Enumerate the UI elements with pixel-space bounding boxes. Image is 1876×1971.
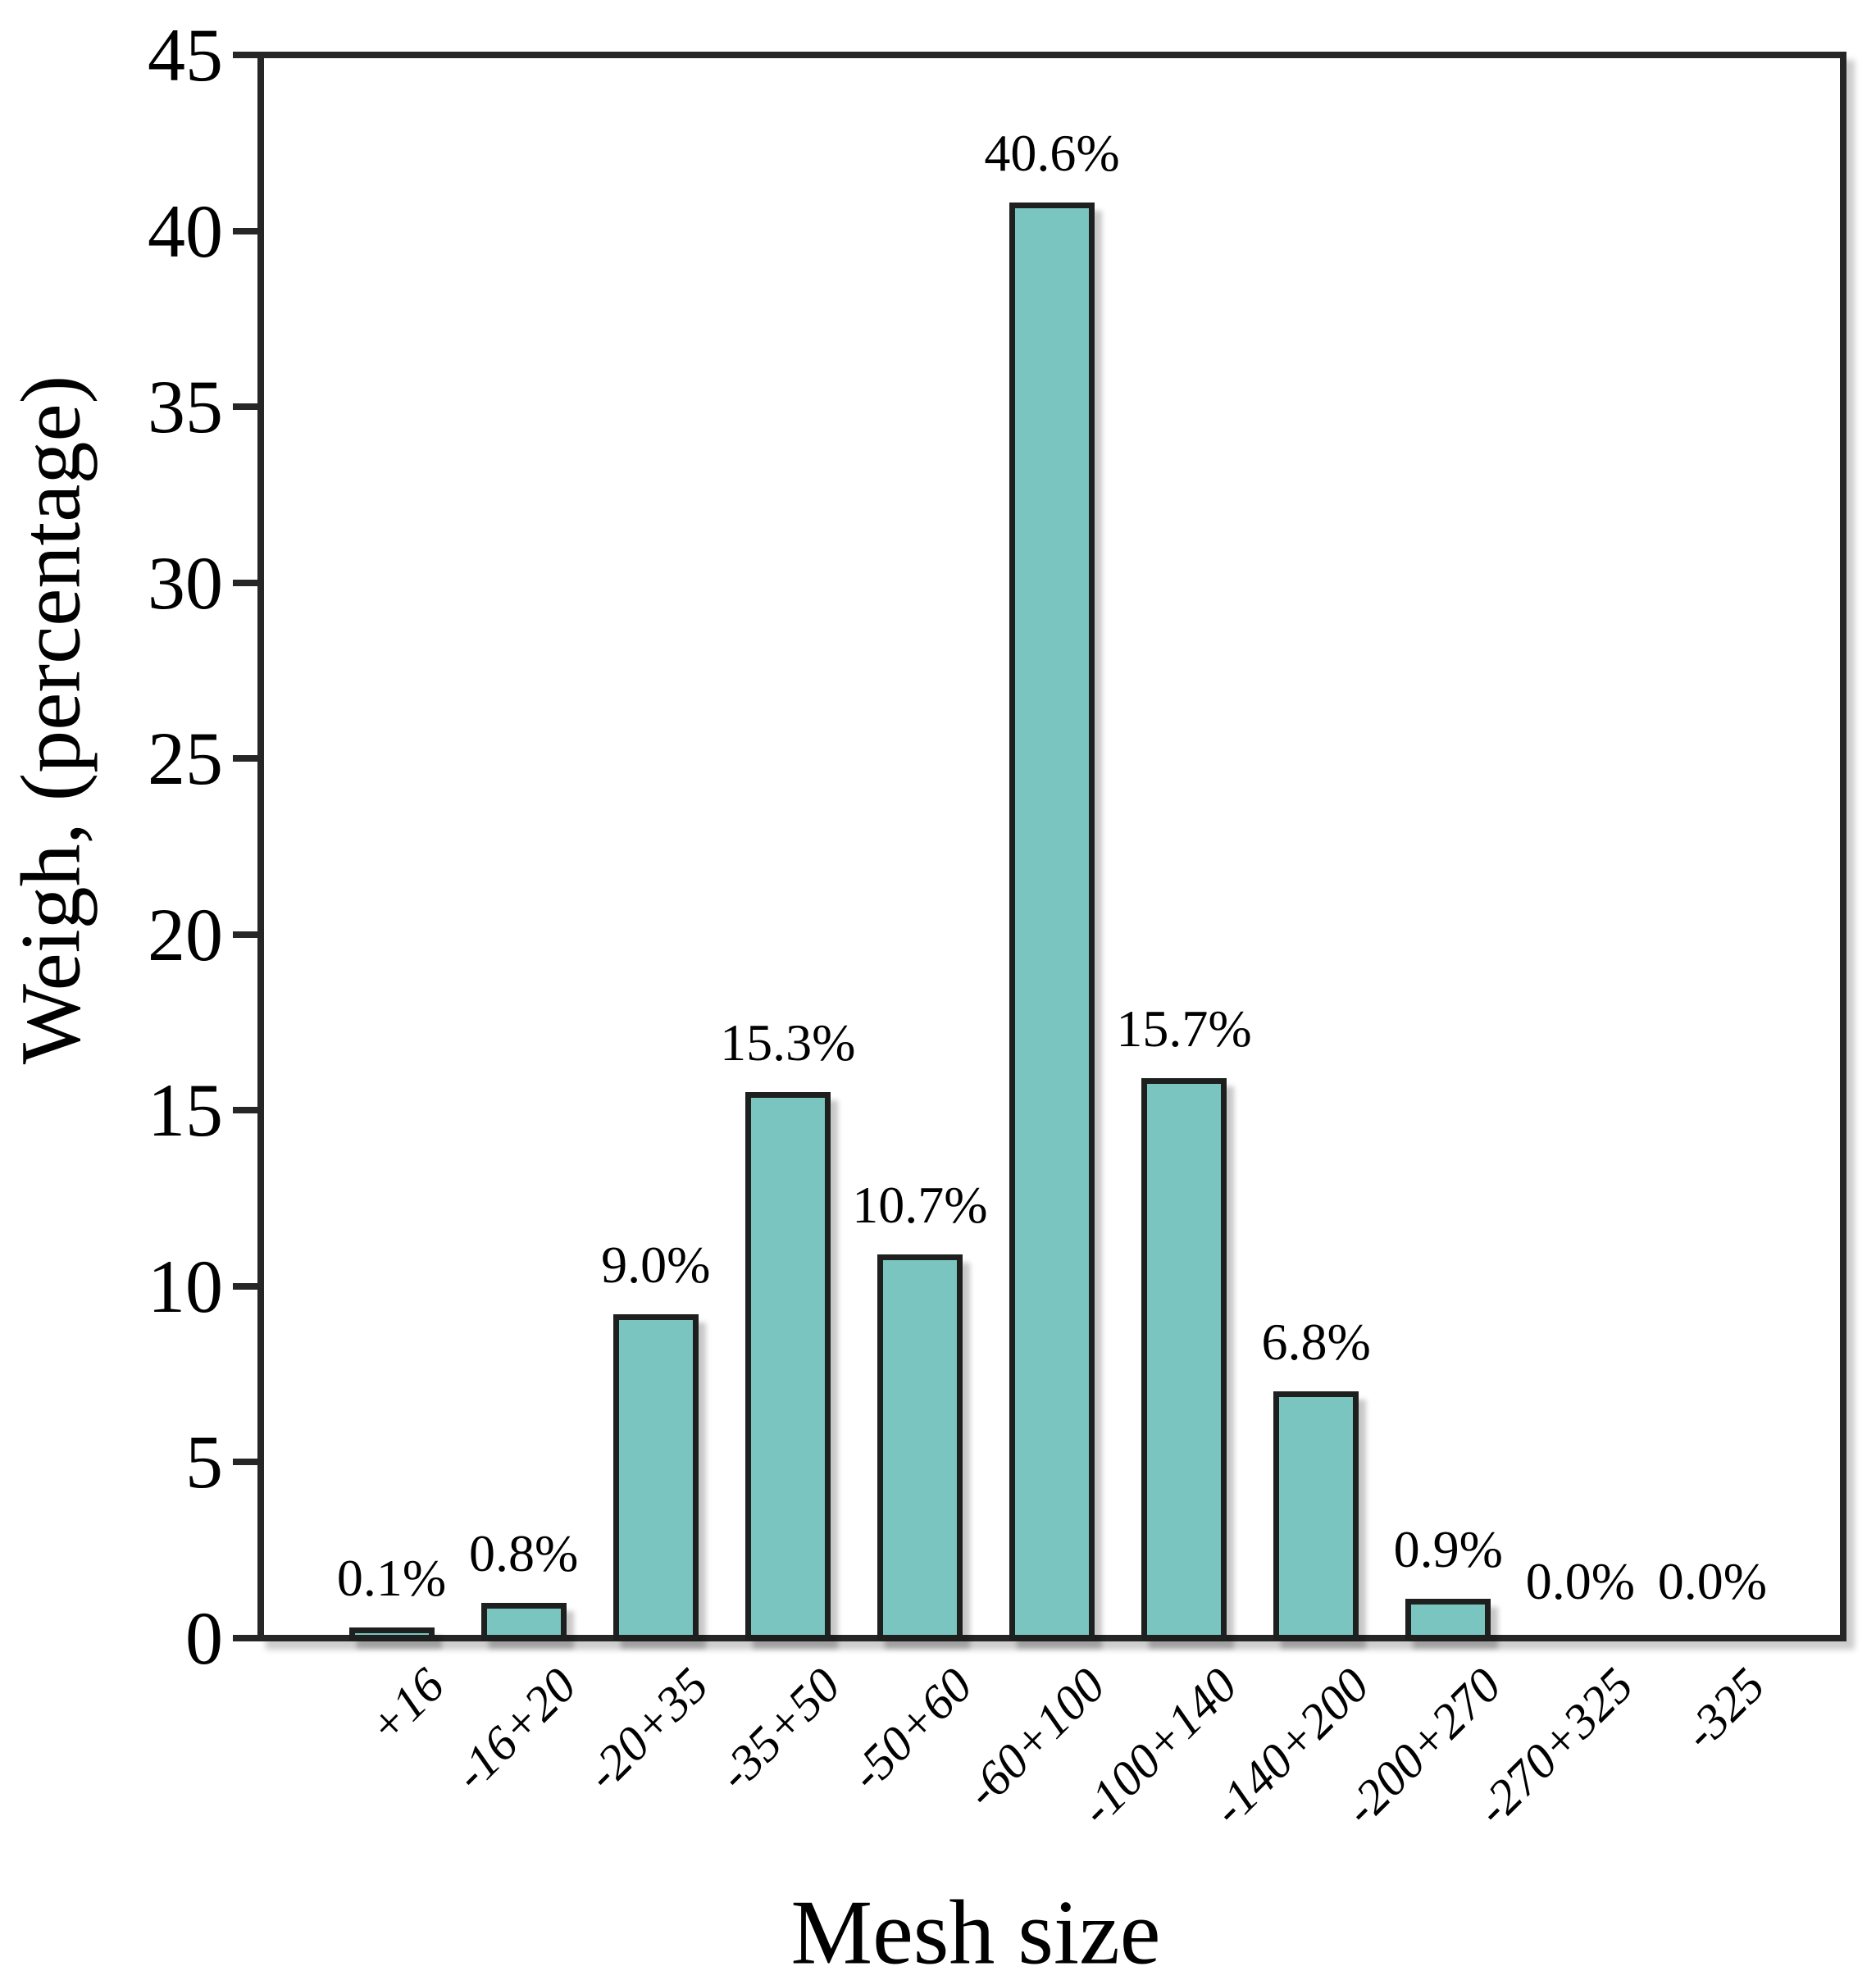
bar-value-label: 6.8% [1261, 1313, 1371, 1372]
y-tick-label: 5 [185, 1420, 223, 1504]
bar-value-label: 15.3% [720, 1013, 856, 1072]
bar-+16 [348, 1627, 435, 1641]
bar--200+270 [1405, 1599, 1491, 1641]
y-tick-label: 10 [148, 1244, 223, 1328]
y-tick-label: 25 [148, 717, 223, 801]
bar--35+50 [744, 1092, 831, 1641]
bar--100+140 [1141, 1078, 1227, 1641]
bar--16+20 [480, 1602, 567, 1641]
y-tick-label: 0 [185, 1596, 223, 1680]
bar-value-label: 0.1% [336, 1548, 447, 1607]
y-tick-label: 45 [148, 13, 223, 97]
bar-value-label: 0.8% [468, 1523, 579, 1582]
y-tick-label: 40 [148, 189, 223, 273]
bar-value-label: 0.0% [1525, 1552, 1636, 1610]
x-tick-label: +16 [357, 1658, 455, 1755]
y-tick-mark [233, 931, 261, 938]
bar-value-label: 40.6% [984, 123, 1120, 182]
y-tick-mark [233, 227, 261, 234]
y-tick-mark [233, 52, 261, 58]
y-tick-mark [233, 579, 261, 586]
y-tick-mark [233, 1459, 261, 1466]
bar--20+35 [612, 1313, 699, 1641]
x-tick-label: -35+50 [708, 1658, 851, 1801]
y-tick-label: 30 [148, 540, 223, 625]
bar--50+60 [877, 1254, 963, 1641]
x-tick-label: -325 [1673, 1658, 1776, 1760]
y-tick-mark [233, 403, 261, 411]
bar--60+100 [1009, 202, 1095, 1641]
bar--140+200 [1273, 1391, 1359, 1641]
bar-value-label: 0.0% [1657, 1552, 1768, 1610]
y-tick-label: 20 [148, 892, 223, 976]
y-tick-mark [233, 755, 261, 762]
y-tick-label: 35 [148, 365, 223, 449]
bar-value-label: 0.9% [1393, 1520, 1503, 1579]
bar-value-label: 10.7% [852, 1175, 988, 1234]
x-axis-title: Mesh size [790, 1882, 1161, 1971]
x-tick-label: -16+20 [444, 1658, 587, 1801]
y-tick-label: 15 [148, 1068, 223, 1153]
y-tick-mark [233, 1107, 261, 1114]
bar-value-label: 9.0% [601, 1235, 711, 1294]
y-tick-mark [233, 1635, 261, 1641]
y-tick-mark [233, 1282, 261, 1290]
x-tick-label: -20+35 [576, 1658, 719, 1801]
bar-value-label: 15.7% [1116, 999, 1252, 1058]
